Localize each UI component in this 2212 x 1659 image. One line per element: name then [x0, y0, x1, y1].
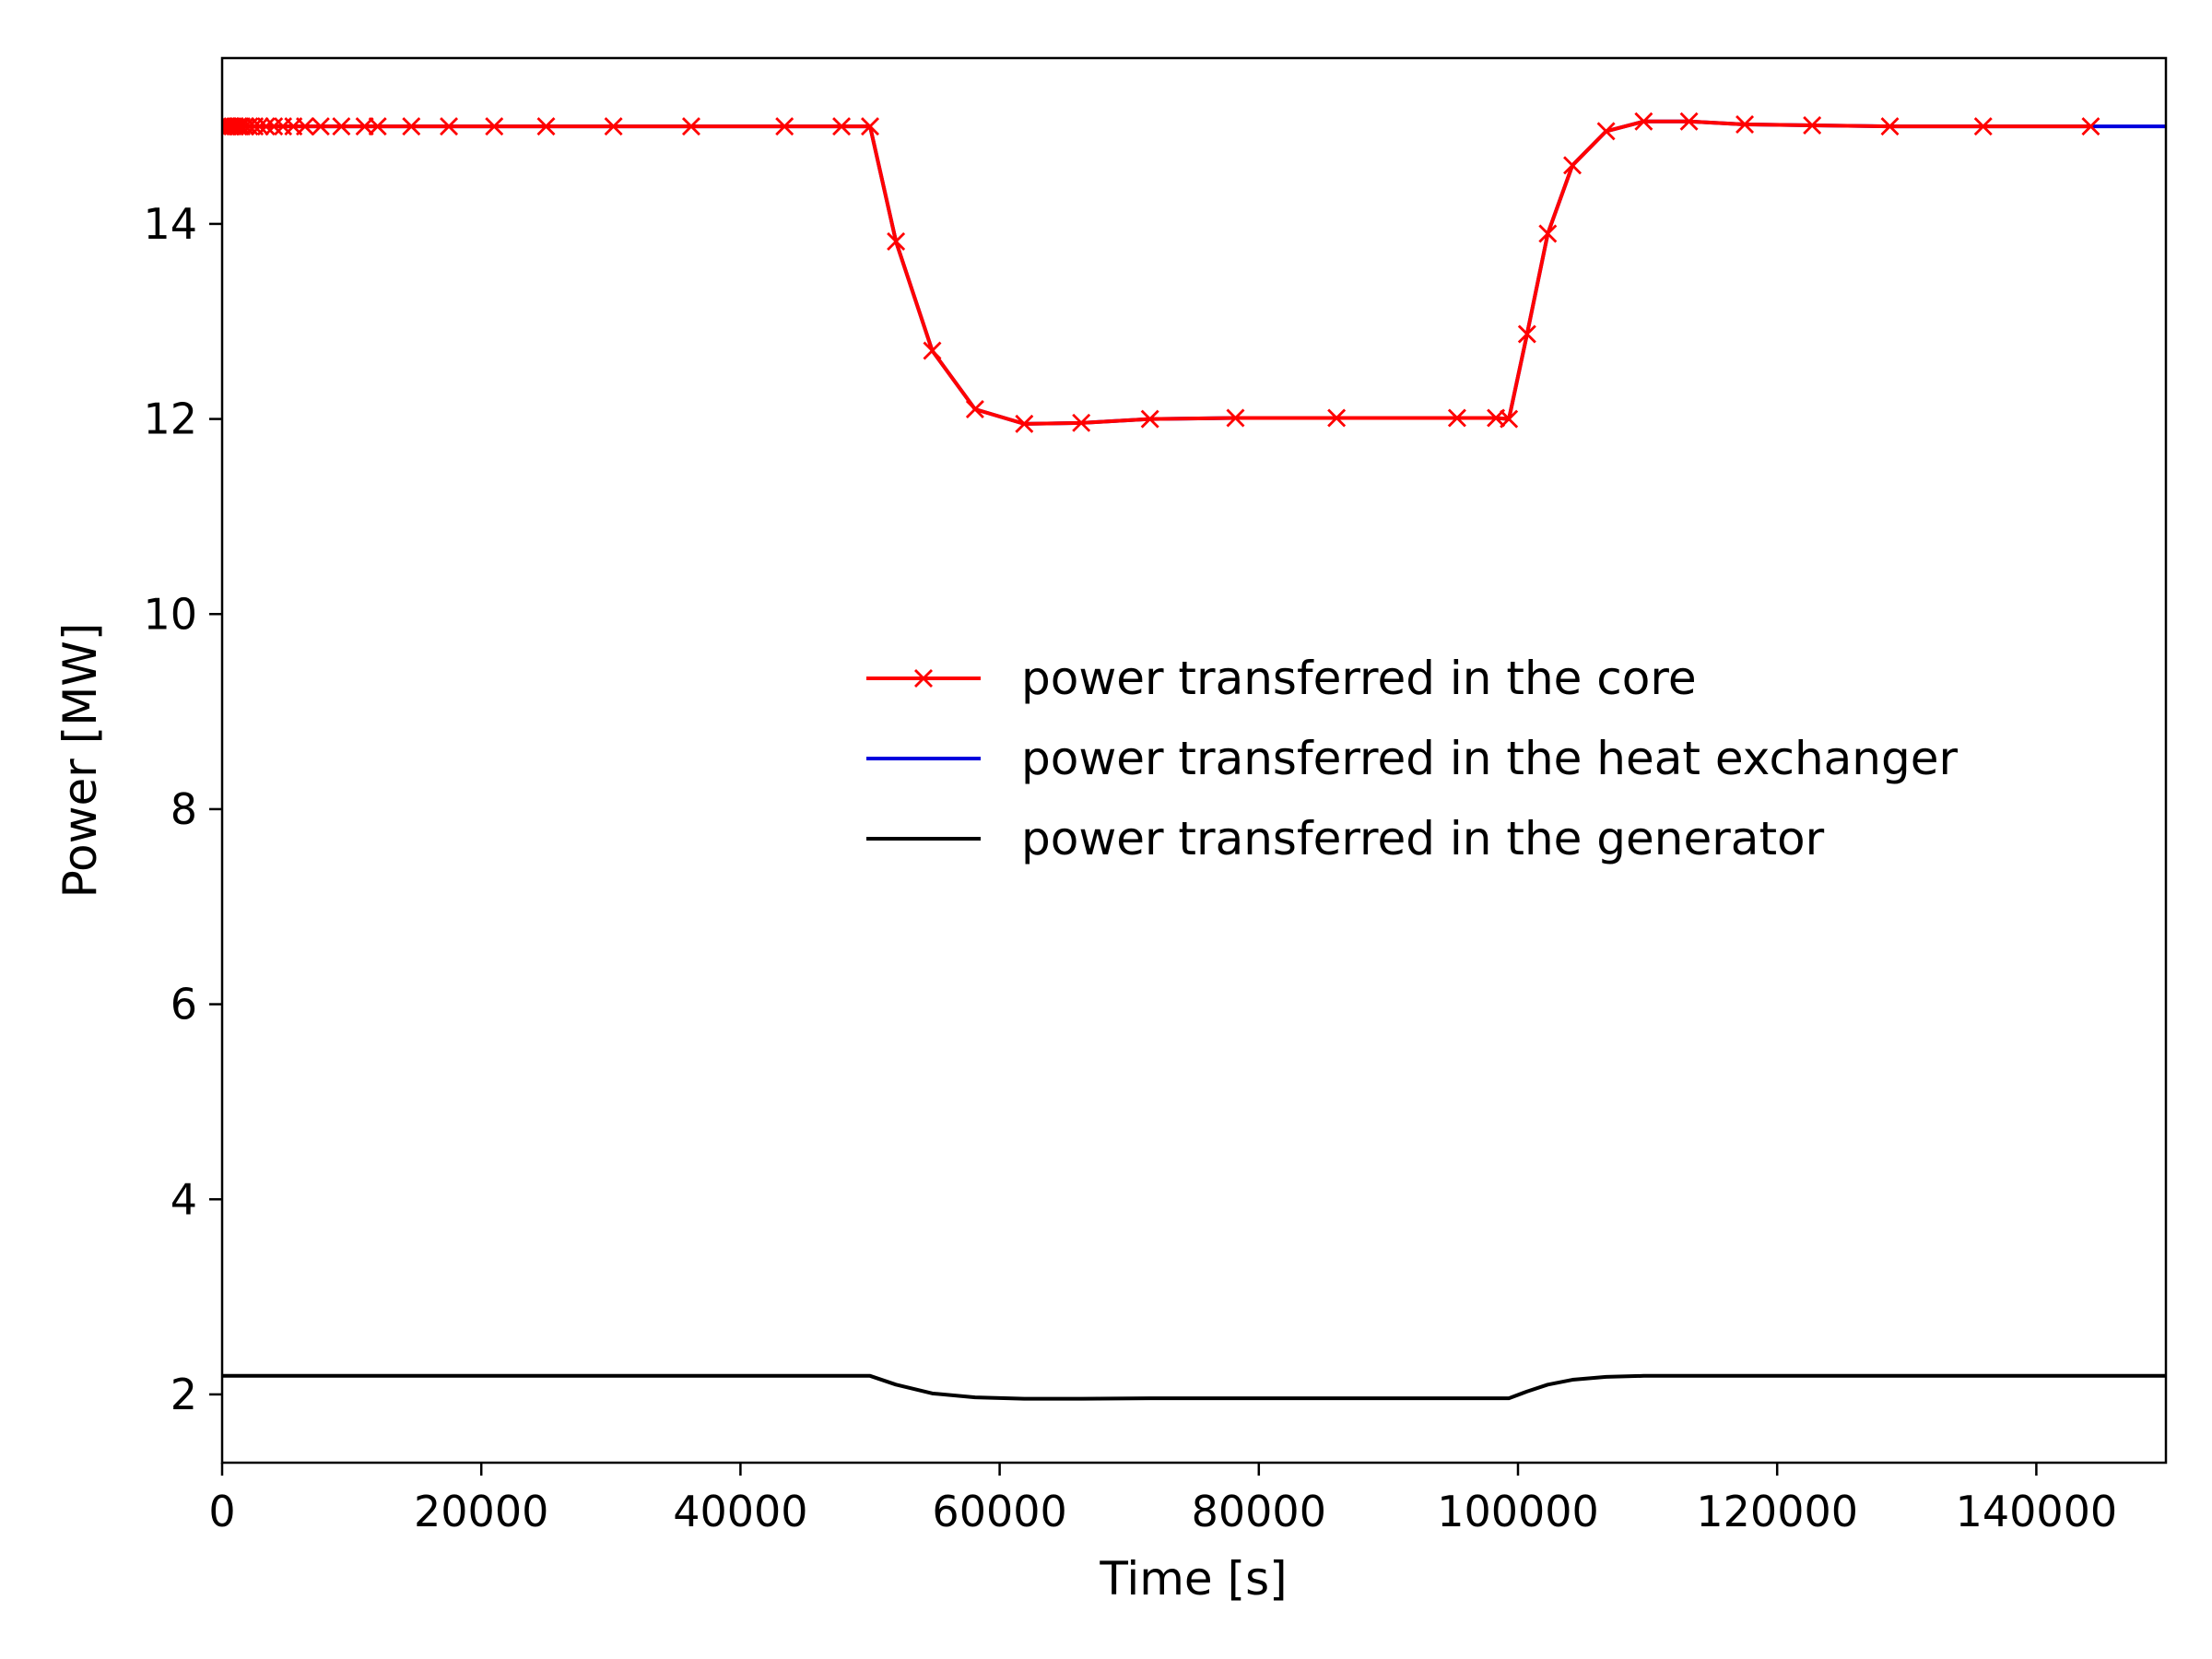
x-tick-label: 100000 — [1437, 1487, 1599, 1536]
x-tick-label: 0 — [208, 1487, 235, 1536]
data-point-power-transferred-in-the-core — [604, 117, 623, 136]
data-point-power-transferred-in-the-core — [223, 117, 242, 136]
data-point-power-transferred-in-the-core — [536, 117, 556, 136]
data-point-power-transferred-in-the-core — [1679, 112, 1699, 131]
data-point-power-transferred-in-the-core — [485, 117, 504, 136]
data-point-power-transferred-in-the-core — [1517, 324, 1536, 344]
data-point-power-transferred-in-the-core — [265, 117, 284, 136]
data-point-power-transferred-in-the-core — [1015, 414, 1034, 433]
data-point-power-transferred-in-the-core — [1226, 408, 1245, 428]
y-axis-label: Power [MW] — [53, 623, 107, 899]
x-tick-label: 60000 — [932, 1487, 1066, 1536]
legend-label-power-transferred-in-the-heat-exchanger: power transferred in the heat exchanger — [1021, 732, 1958, 785]
y-tick-label: 6 — [171, 980, 197, 1030]
x-axis-ticks: 0 20000 40000 60000 80000 100000 120000 140000 — [208, 1463, 2117, 1536]
data-point-power-transferred-in-the-core — [965, 400, 984, 418]
data-point-power-transferred-in-the-core — [368, 117, 387, 136]
data-point-power-transferred-in-the-core — [1500, 409, 1519, 429]
data-point-power-transferred-in-the-core — [887, 231, 906, 251]
data-point-power-transferred-in-the-core — [1596, 122, 1616, 141]
x-tick-label: 40000 — [673, 1487, 807, 1536]
data-point-power-transferred-in-the-core — [1140, 409, 1159, 429]
data-point-power-transferred-in-the-core — [1880, 117, 1900, 136]
x-tick-label: 120000 — [1696, 1487, 1858, 1536]
data-point-power-transferred-in-the-core — [861, 117, 879, 136]
x-tick-label: 20000 — [414, 1487, 548, 1536]
legend-label-power-transferred-in-the-generator: power transferred in the generator — [1021, 812, 1825, 865]
x-tick-label: 140000 — [1956, 1487, 2118, 1536]
data-point-power-transferred-in-the-core — [832, 117, 852, 136]
data-point-power-transferred-in-the-core — [355, 117, 374, 136]
data-point-power-transferred-in-the-core — [1072, 413, 1091, 432]
data-point-power-transferred-in-the-core — [1735, 114, 1755, 134]
data-point-power-transferred-in-the-core — [2081, 117, 2100, 136]
data-point-power-transferred-in-the-core — [923, 341, 942, 360]
data-point-power-transferred-in-the-core — [775, 117, 794, 136]
data-point-power-transferred-in-the-core — [332, 117, 351, 136]
data-point-power-transferred-in-the-core — [1803, 116, 1822, 135]
series-layer — [222, 112, 2166, 1401]
data-point-power-transferred-in-the-core — [1973, 117, 1993, 136]
series-line-power-transferred-in-the-generator — [222, 1373, 2166, 1401]
data-point-power-transferred-in-the-core — [1563, 156, 1583, 175]
data-point-power-transferred-in-the-core — [1634, 112, 1653, 131]
legend: power transferred in the core power trans… — [866, 652, 1958, 865]
x-axis-label: Time [s] — [1099, 1552, 1287, 1606]
y-tick-label: 12 — [143, 394, 197, 444]
y-tick-label: 4 — [171, 1174, 197, 1224]
data-point-power-transferred-in-the-core — [1327, 408, 1347, 428]
y-tick-label: 8 — [171, 784, 197, 834]
data-point-power-transferred-in-the-core — [295, 117, 314, 136]
data-point-power-transferred-in-the-core — [311, 117, 330, 136]
data-point-power-transferred-in-the-core — [232, 117, 252, 136]
data-point-power-transferred-in-the-core — [681, 117, 700, 136]
data-point-power-transferred-in-the-core — [402, 117, 421, 136]
data-point-power-transferred-in-the-core — [1447, 408, 1466, 428]
y-tick-label: 2 — [171, 1370, 197, 1419]
data-point-power-transferred-in-the-core — [1538, 224, 1558, 243]
data-point-power-transferred-in-the-core — [256, 117, 276, 136]
y-axis-ticks: 2 4 6 8 10 12 14 — [143, 199, 222, 1419]
legend-marker-power-transferred-in-the-core — [914, 669, 933, 688]
data-point-power-transferred-in-the-core — [236, 117, 255, 136]
x-tick-label: 80000 — [1192, 1487, 1326, 1536]
y-tick-label: 14 — [143, 199, 197, 249]
y-tick-label: 10 — [143, 589, 197, 639]
plot-frame — [220, 56, 2168, 1465]
data-point-power-transferred-in-the-core — [440, 117, 459, 136]
legend-label-power-transferred-in-the-core: power transferred in the core — [1021, 652, 1697, 705]
data-point-power-transferred-in-the-core — [250, 117, 269, 136]
